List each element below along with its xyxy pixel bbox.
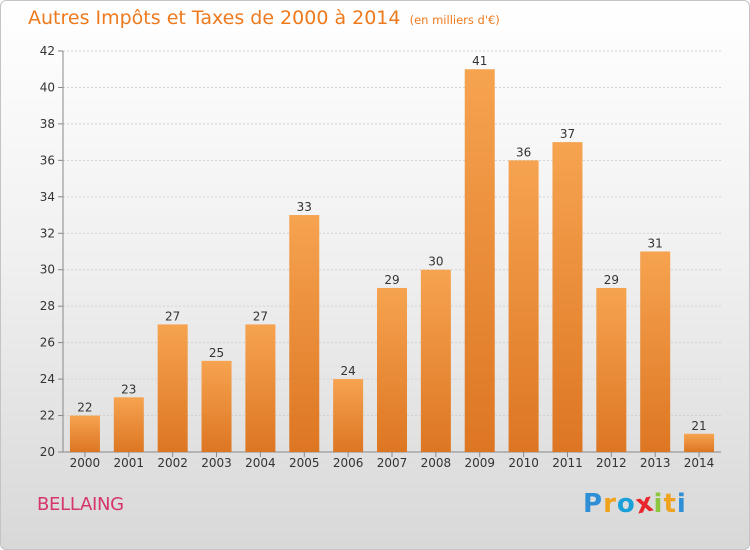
x-tick-label: 2004 [245,456,276,470]
logo-letter: i [676,489,687,519]
bar [69,415,100,452]
data-label: 37 [560,127,575,141]
bar [201,360,232,452]
data-label: 25 [209,346,224,360]
bar [113,397,144,452]
y-tick-label: 40 [40,80,55,94]
y-tick-label: 38 [40,117,55,131]
x-tick-label: 2008 [421,456,452,470]
y-tick-label: 34 [40,190,55,204]
bar [596,287,627,452]
x-tick-label: 2003 [201,456,232,470]
data-label: 29 [604,273,619,287]
chart-title-block: Autres Impôts et Taxes de 2000 à 2014 (e… [28,7,500,29]
x-tick-label: 2000 [70,456,101,470]
y-tick-label: 30 [40,263,55,277]
y-tick-label: 26 [40,336,55,350]
data-label: 31 [648,237,663,251]
bar [377,287,407,452]
logo-letter: i [653,489,664,519]
data-label: 22 [77,401,92,415]
x-tick-label: 2002 [157,456,188,470]
y-tick-label: 20 [40,445,55,459]
bar [289,215,320,452]
data-label: 21 [691,419,706,433]
x-tick-label: 2013 [640,456,671,470]
y-tick-label: 36 [40,153,55,167]
bar [640,251,671,452]
y-tick-label: 42 [40,44,55,58]
bar [420,269,451,452]
bar [157,324,188,452]
x-tick-label: 2005 [289,456,320,470]
data-label: 36 [516,145,531,159]
bar [464,69,495,453]
bar [684,433,715,452]
proxiti-logo: Proxiti [583,487,687,520]
bar [333,379,364,452]
logo-letter: o [616,489,636,519]
x-tick-label: 2012 [596,456,627,470]
y-tick-labels: 20 22 24 26 28 30 32 34 36 38 40 42 [40,44,55,459]
data-labels: 22 23 27 25 27 33 24 29 30 41 36 37 29 31 21 [77,54,706,433]
y-tick-label: 32 [40,226,55,240]
chart-subtitle: (en milliers d'€) [409,13,500,27]
x-tick-label: 2001 [114,456,145,470]
x-tick-labels: 2000 2001 2002 2003 2004 2005 2006 2007 2008 2009… [70,456,715,470]
bar [508,160,539,452]
y-tick-label: 24 [40,372,55,386]
place-name: BELLAING [37,494,124,515]
bar [245,324,276,452]
x-tick-label: 2014 [684,456,715,470]
data-label: 33 [297,200,312,214]
logo-letter: r [603,489,617,519]
x-tick-label: 2011 [552,456,583,470]
data-label: 23 [121,382,136,396]
data-label: 30 [428,255,443,269]
x-tick-label: 2010 [508,456,539,470]
x-tick-label: 2007 [377,456,408,470]
logo-letter: P [583,489,604,519]
x-tick-label: 2006 [333,456,364,470]
data-label: 29 [384,273,399,287]
x-tick-label: 2009 [464,456,495,470]
chart-title: Autres Impôts et Taxes de 2000 à 2014 [28,7,401,29]
logo-letter: t [663,489,677,519]
data-label: 41 [472,54,487,68]
data-label: 24 [340,364,355,378]
data-label: 27 [165,309,180,323]
data-label: 27 [253,309,268,323]
bar [552,142,583,453]
bars [69,69,715,453]
y-tick-label: 22 [40,409,55,423]
y-tick-label: 28 [40,299,55,313]
